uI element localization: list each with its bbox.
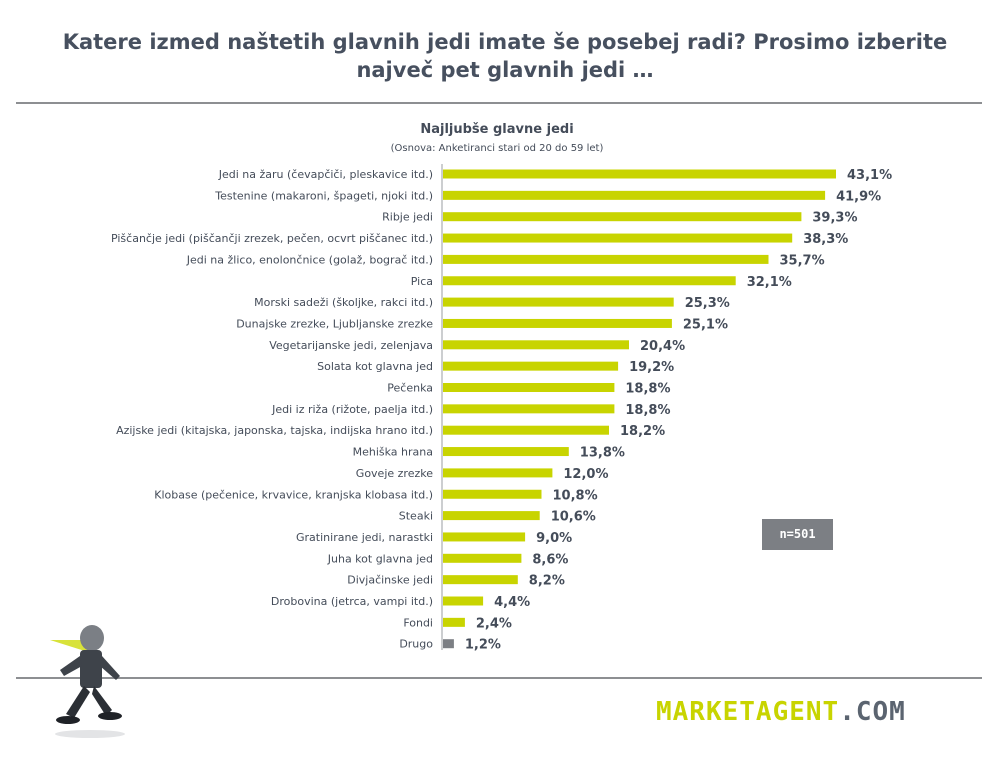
bar — [443, 596, 484, 606]
chart-subtitle: (Osnova: Anketiranci stari od 20 do 59 l… — [391, 143, 604, 154]
mascot-icon — [50, 625, 125, 738]
value-label: 9,0% — [536, 531, 572, 546]
category-label: Solata kot glavna jed — [317, 360, 433, 373]
bar — [443, 575, 518, 585]
value-label: 39,3% — [812, 211, 857, 226]
value-label: 43,1% — [847, 168, 892, 183]
category-label: Mehiška hrana — [353, 446, 433, 459]
value-label: 10,8% — [553, 488, 598, 503]
bar — [443, 639, 454, 649]
value-label: 1,2% — [465, 638, 501, 653]
marketagent-logo: MARKETAGENT.COM — [656, 697, 906, 727]
value-label: 25,1% — [683, 317, 728, 332]
value-label: 35,7% — [780, 253, 825, 268]
bar — [443, 318, 672, 328]
category-label: Vegetarijanske jedi, zelenjava — [269, 339, 433, 352]
category-label: Drobovina (jetrca, vampi itd.) — [271, 595, 433, 608]
value-label: 2,4% — [476, 616, 512, 631]
logo-part-2: .COM — [839, 697, 906, 727]
category-label: Fondi — [403, 616, 433, 629]
category-label: Testenine (makaroni, špageti, njoki itd.… — [214, 189, 433, 202]
bar — [443, 361, 619, 371]
logo-part-1: MARKETAGENT — [656, 697, 840, 727]
bar — [443, 489, 542, 499]
value-label: 32,1% — [747, 275, 792, 290]
value-label: 8,6% — [532, 552, 568, 567]
bar — [443, 617, 465, 627]
bar — [443, 276, 736, 286]
bar — [443, 511, 540, 521]
value-label: 18,2% — [620, 424, 665, 439]
value-label: 25,3% — [685, 296, 730, 311]
page-title: Katere izmed naštetih glavnih jedi imate… — [20, 28, 990, 84]
bar — [443, 233, 793, 243]
category-label: Pica — [411, 275, 433, 288]
bar — [443, 190, 826, 200]
bar — [443, 383, 615, 392]
category-label: Dunajske zrezke, Ljubljanske zrezke — [236, 317, 433, 330]
bar — [443, 425, 609, 435]
sample-size-badge: n=501 — [762, 519, 833, 550]
value-label: 13,8% — [580, 446, 625, 461]
bar — [443, 468, 553, 478]
value-label: 12,0% — [563, 467, 608, 482]
value-label: 10,6% — [551, 510, 596, 525]
value-label: 19,2% — [629, 360, 674, 375]
category-label: Divjačinske jedi — [347, 574, 433, 587]
category-label: Jedi na žlico, enolončnice (golaž, bogra… — [186, 253, 433, 266]
category-label: Drugo — [399, 638, 433, 651]
value-label: 41,9% — [836, 189, 881, 204]
category-label: Klobase (pečenice, krvavice, kranjska kl… — [154, 488, 433, 501]
category-label: Piščančje jedi (piščančji zrezek, pečen,… — [111, 232, 433, 245]
top-divider — [16, 102, 982, 104]
category-label: Jedi na žaru (čevapčiči, pleskavice itd.… — [218, 168, 433, 181]
value-label: 38,3% — [803, 232, 848, 247]
category-label: Juha kot glavna jed — [327, 552, 433, 565]
category-label: Pečenka — [387, 382, 433, 395]
value-label: 18,8% — [625, 382, 670, 397]
value-label: 20,4% — [640, 339, 685, 354]
category-label: Jedi iz riža (rižote, paelja itd.) — [271, 403, 433, 416]
category-label: Steaki — [399, 510, 433, 523]
bar — [443, 532, 526, 542]
bar — [443, 553, 522, 563]
bar — [443, 404, 615, 414]
bar — [443, 169, 836, 179]
page-title-line-1: Katere izmed naštetih glavnih jedi imate… — [62, 30, 948, 54]
category-label: Morski sadeži (školjke, rakci itd.) — [254, 296, 433, 309]
category-label: Ribje jedi — [382, 211, 433, 224]
category-label: Goveje zrezke — [356, 467, 433, 480]
chart-title: Najljubše glavne jedi — [420, 122, 573, 137]
bottom-divider — [16, 677, 982, 679]
value-label: 8,2% — [529, 574, 565, 589]
category-label: Azijske jedi (kitajska, japonska, tajska… — [116, 424, 433, 437]
value-label: 18,8% — [625, 403, 670, 418]
bar — [443, 447, 569, 457]
value-label: 4,4% — [494, 595, 530, 610]
bar — [443, 254, 769, 264]
category-label: Gratinirane jedi, narastki — [296, 531, 433, 544]
bar — [443, 297, 674, 307]
bar — [443, 212, 802, 222]
bar — [443, 340, 629, 350]
bars-group: Jedi na žaru (čevapčiči, pleskavice itd.… — [111, 168, 892, 653]
page-title-line-2: največ pet glavnih jedi … — [356, 58, 654, 82]
